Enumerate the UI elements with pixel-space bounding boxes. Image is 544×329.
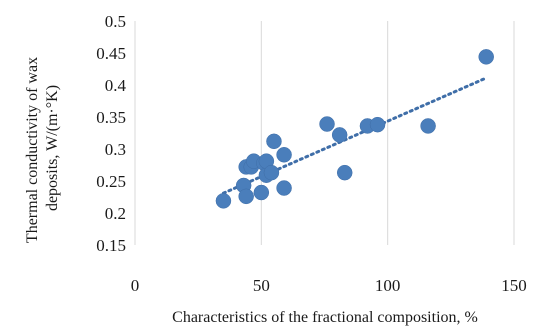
y-tick-label: 0.2 (105, 204, 126, 223)
data-point (331, 127, 348, 143)
data-point (319, 116, 335, 132)
y-tick-label: 0.3 (105, 140, 126, 159)
data-point (420, 118, 436, 134)
data-point (336, 164, 353, 181)
y-tick-label: 0.4 (105, 76, 127, 95)
y-tick-label: 0.15 (96, 236, 126, 255)
x-axis-ticks: 0 50 100 150 (131, 276, 527, 295)
data-point (478, 49, 494, 65)
x-tick-label: 50 (253, 276, 270, 295)
data-point (253, 184, 270, 201)
data-point (266, 133, 282, 150)
y-axis-title: Thermal conductivity of wax deposits, W/… (24, 53, 61, 243)
data-point (369, 116, 386, 133)
data-point (238, 188, 254, 205)
data-points (215, 49, 494, 209)
y-axis-title-line-2: deposits, W/(m·°K) (44, 85, 61, 211)
x-axis-title: Characteristics of the fractional compos… (172, 309, 478, 326)
x-tick-label: 100 (375, 276, 401, 295)
data-point (263, 164, 280, 181)
y-tick-label: 0.5 (105, 12, 126, 31)
data-point (215, 193, 232, 209)
x-tick-label: 0 (131, 276, 140, 295)
data-point (276, 180, 292, 196)
y-axis-title-line-1: Thermal conductivity of wax (24, 57, 41, 243)
y-tick-label: 0.25 (96, 172, 126, 191)
y-tick-label: 0.35 (96, 108, 126, 127)
y-tick-label: 0.45 (96, 44, 126, 63)
x-tick-label: 150 (501, 276, 527, 295)
data-point (276, 147, 292, 163)
gridlines (134, 21, 515, 245)
y-axis-ticks: 0.15 0.2 0.25 0.3 0.35 0.4 0.45 0.5 (96, 12, 126, 255)
